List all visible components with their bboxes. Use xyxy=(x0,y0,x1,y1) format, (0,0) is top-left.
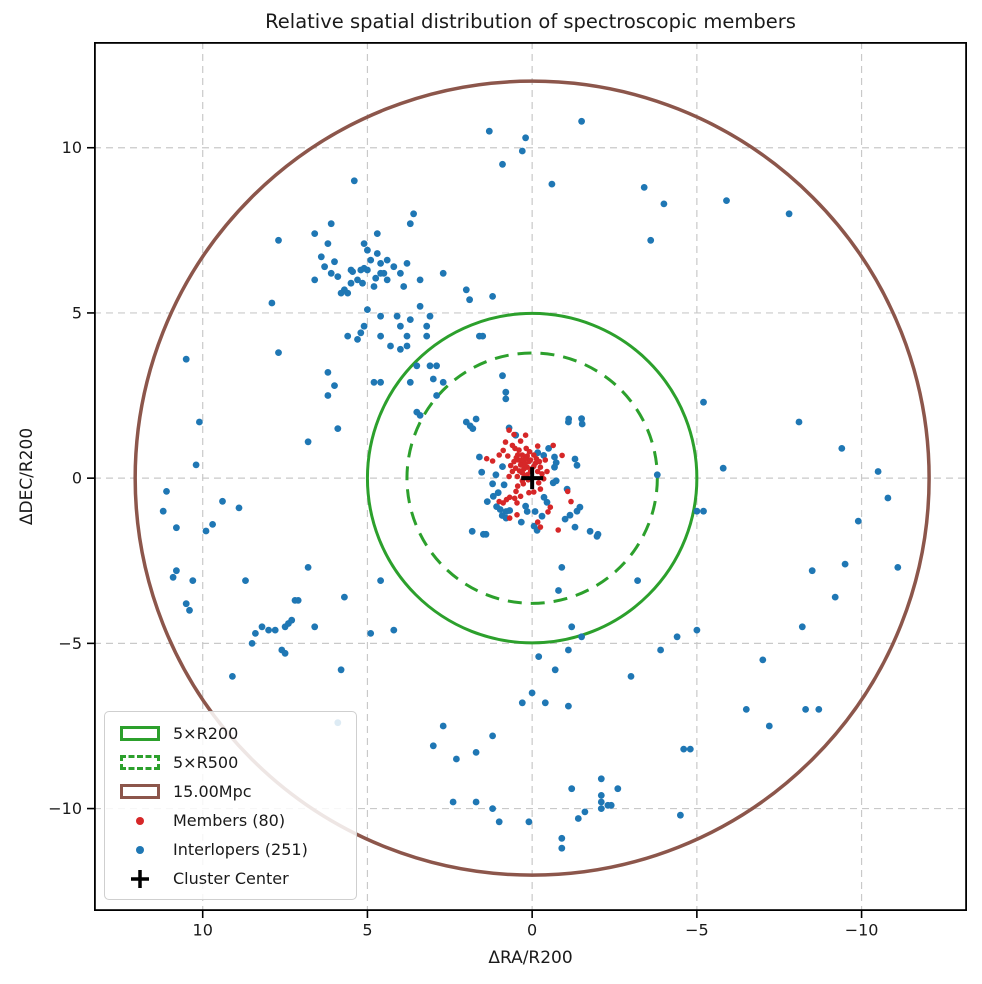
svg-text:−10: −10 xyxy=(48,799,82,818)
legend-label: 5×R500 xyxy=(173,753,239,772)
legend-item: Cluster Center xyxy=(115,864,356,893)
legend: 5×R200 5×R500 15.00Mpc Members (80) Interlop… xyxy=(104,711,357,900)
svg-text:0: 0 xyxy=(72,469,82,488)
interlopers-series xyxy=(159,117,902,852)
legend-dot-swatch xyxy=(115,816,165,825)
x-axis-label: ΔRA/R200 xyxy=(488,948,572,968)
legend-item: Members (80) xyxy=(115,806,356,835)
members-series xyxy=(483,427,574,533)
legend-item: 5×R200 xyxy=(115,719,356,748)
legend-label: Interlopers (251) xyxy=(173,840,308,859)
svg-text:−5: −5 xyxy=(685,921,709,940)
legend-dot-swatch xyxy=(115,845,165,854)
plot-border xyxy=(93,41,968,912)
legend-plus-swatch xyxy=(115,868,165,890)
svg-text:10: 10 xyxy=(193,921,213,940)
legend-rect-swatch xyxy=(115,784,165,799)
svg-text:5: 5 xyxy=(72,303,82,322)
legend-label: 15.00Mpc xyxy=(173,782,252,801)
plot-area: 10 5 0 −5 −10 10 5 0 −5 −10 Relative spatial dist… xyxy=(17,10,968,968)
legend-item: 5×R500 xyxy=(115,748,356,777)
svg-text:5: 5 xyxy=(362,921,372,940)
legend-item: 15.00Mpc xyxy=(115,777,356,806)
axis-ticks: 10 5 0 −5 −10 10 5 0 −5 −10 xyxy=(48,138,878,939)
legend-label: Cluster Center xyxy=(173,869,289,888)
legend-rect-swatch xyxy=(115,755,165,770)
legend-label: Members (80) xyxy=(173,811,286,830)
legend-rect-swatch xyxy=(115,726,165,741)
legend-item: Interlopers (251) xyxy=(115,835,356,864)
svg-text:−5: −5 xyxy=(58,634,82,653)
svg-text:−10: −10 xyxy=(845,921,879,940)
cluster-center-marker xyxy=(521,467,544,490)
svg-text:10: 10 xyxy=(62,138,82,157)
legend-label: 5×R200 xyxy=(173,724,239,743)
y-axis-label: ΔDEC/R200 xyxy=(17,428,37,525)
svg-text:0: 0 xyxy=(527,921,537,940)
chart-title: Relative spatial distribution of spectro… xyxy=(265,10,796,33)
